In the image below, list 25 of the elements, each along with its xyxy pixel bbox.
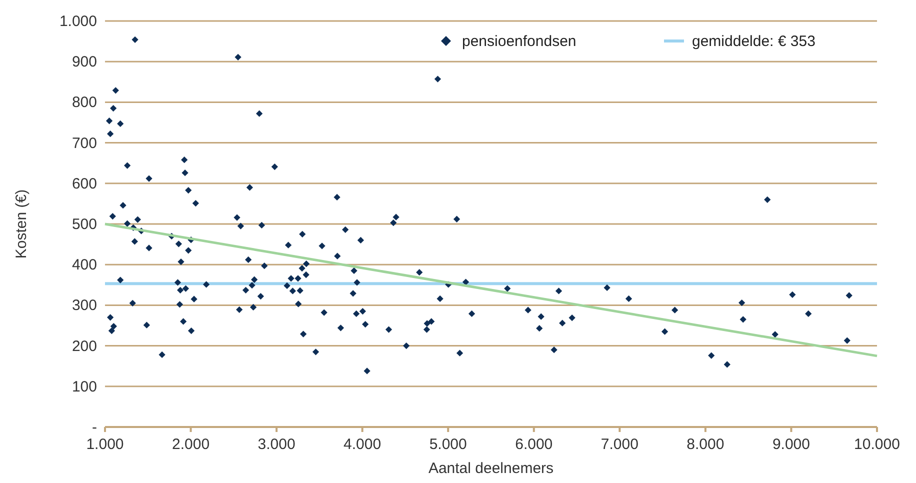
y-tick-label: 600 <box>72 175 97 192</box>
y-tick-label: 300 <box>72 297 97 314</box>
legend-label: pensioenfondsen <box>462 33 576 50</box>
x-axis-title: Aantal deelnemers <box>428 460 554 477</box>
x-tick-label: 8.000 <box>686 436 724 453</box>
y-tick-label: 500 <box>72 216 97 233</box>
y-tick-label: 100 <box>72 378 97 396</box>
x-tick-label: 7.000 <box>600 436 638 453</box>
x-tick-label: 2.000 <box>172 436 210 453</box>
y-tick-label: 400 <box>72 256 97 274</box>
y-tick-label: 200 <box>72 338 97 355</box>
x-tick-label: 4.000 <box>344 436 382 453</box>
y-tick-label: 1.000 <box>59 13 97 30</box>
x-tick-label: 10.000 <box>854 436 900 453</box>
x-tick-label: 1.000 <box>86 436 124 453</box>
x-tick-label: 5.000 <box>429 436 467 453</box>
y-tick-label: 900 <box>72 54 97 71</box>
y-axis-title: Kosten (€) <box>13 189 30 259</box>
y-tick-label: - <box>92 419 97 436</box>
x-tick-label: 6.000 <box>515 436 553 453</box>
x-tick-label: 3.000 <box>258 436 296 453</box>
y-tick-label: 800 <box>72 94 97 112</box>
y-tick-label: 700 <box>72 134 97 152</box>
x-tick-label: 9.000 <box>772 436 810 453</box>
legend-label: gemiddelde: € 353 <box>692 33 816 50</box>
